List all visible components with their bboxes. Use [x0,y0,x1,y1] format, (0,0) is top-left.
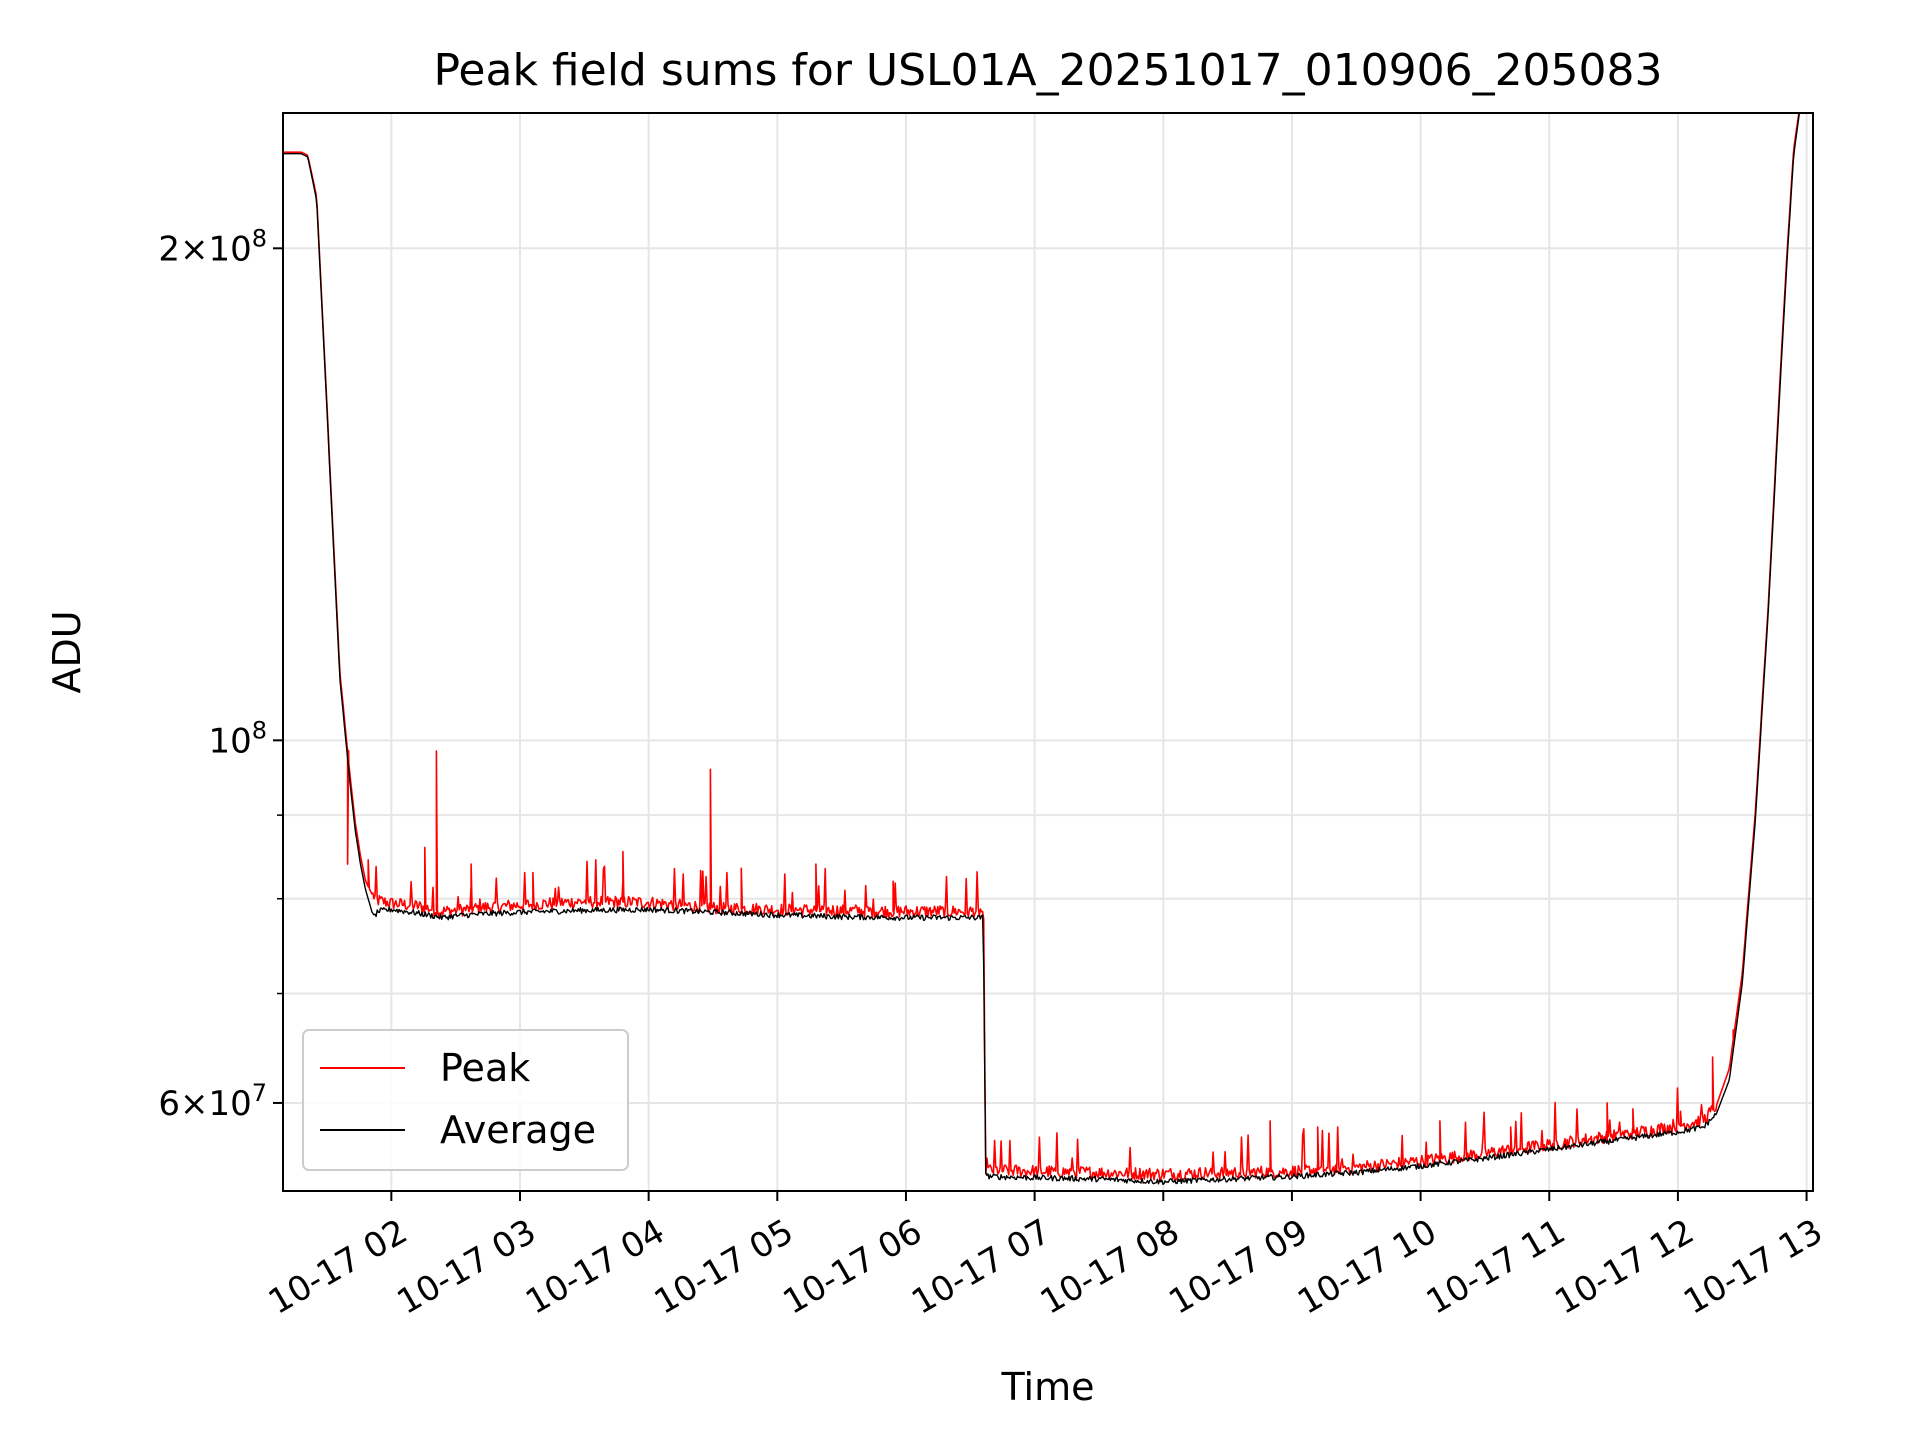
legend-label-average: Average [440,1108,596,1152]
y-tick-label-0: 6×107 [158,1079,267,1124]
series-line-average [283,113,1801,1185]
legend: Peak Average [302,1029,629,1171]
legend-box [302,1029,629,1171]
y-tick-label-2: 2×108 [158,224,267,269]
y-axis-label: ADU [45,610,89,693]
series-line-peak [283,113,1800,1181]
series-layer [283,113,1801,1185]
chart-title: Peak field sums for USL01A_20251017_0109… [433,45,1662,96]
plot-area-frame [282,112,1814,1192]
y-axis-ticks: 6×107 108 2×108 [158,224,283,1124]
legend-label-peak: Peak [440,1046,530,1090]
grid-layer [283,113,1813,1191]
x-axis-label: Time [1001,1365,1095,1409]
y-tick-label-1: 108 [208,716,267,761]
